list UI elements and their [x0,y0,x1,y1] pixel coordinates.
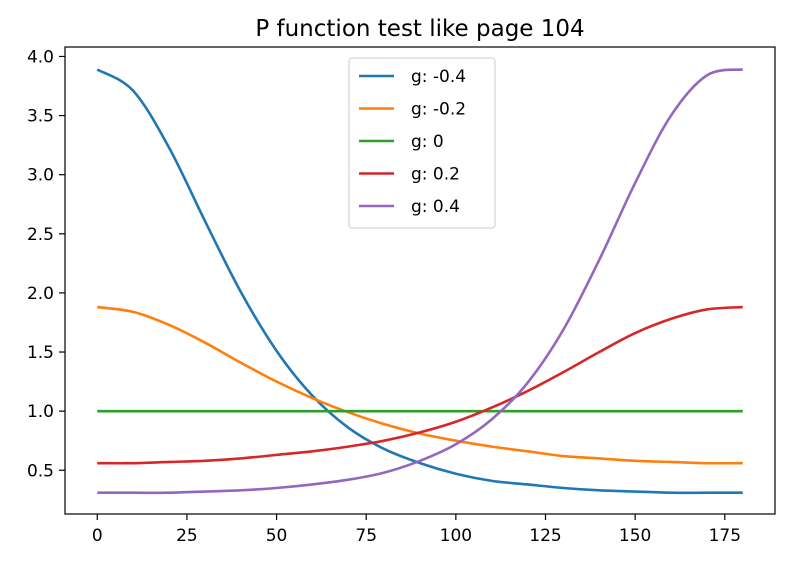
series-lines [96,68,743,495]
legend-label: g: 0 [411,132,444,152]
y-axis: 0.5 1.0 1.5 2.0 2.5 3.0 3.5 4.0 [27,47,65,481]
legend: g: -0.4 g: -0.2 g: 0 g: 0.2 g: 0.4 [348,57,496,229]
series-line-3 [97,305,743,465]
y-tick-label: 3.5 [27,107,54,127]
legend-item: g: -0.2 [359,100,466,120]
plot-area [64,46,776,515]
x-tick-label: 100 [440,526,472,546]
y-tick-label: 0.5 [27,461,54,481]
legend-item: g: 0.2 [359,165,460,185]
legend-label: g: -0.4 [411,67,466,87]
legend-item: g: 0 [359,132,444,152]
series-line-1 [97,305,743,465]
legend-label: g: -0.2 [411,100,466,120]
chart-title: P function test like page 104 [255,16,584,42]
series-line-4 [97,68,743,495]
y-tick-label: 1.0 [27,402,54,422]
x-tick-label: 175 [709,526,741,546]
legend-label: g: 0.4 [411,197,460,217]
x-tick-label: 50 [266,526,288,546]
y-tick-label: 4.0 [27,47,54,67]
x-tick-label: 0 [92,526,103,546]
x-tick-label: 150 [619,526,651,546]
y-tick-label: 2.5 [27,225,54,245]
plot-frame [64,46,776,515]
x-tick-label: 25 [176,526,198,546]
y-tick-label: 3.0 [27,166,54,186]
legend-item: g: -0.4 [359,67,466,87]
series-line-0 [96,68,743,495]
x-axis: 0 25 50 75 100 125 150 175 [92,514,741,546]
y-tick-label: 1.5 [27,343,54,363]
x-tick-label: 125 [529,526,561,546]
legend-label: g: 0.2 [411,165,460,185]
legend-item: g: 0.4 [359,197,460,217]
legend-box [348,57,496,229]
x-tick-label: 75 [355,526,377,546]
y-tick-label: 2.0 [27,284,54,304]
